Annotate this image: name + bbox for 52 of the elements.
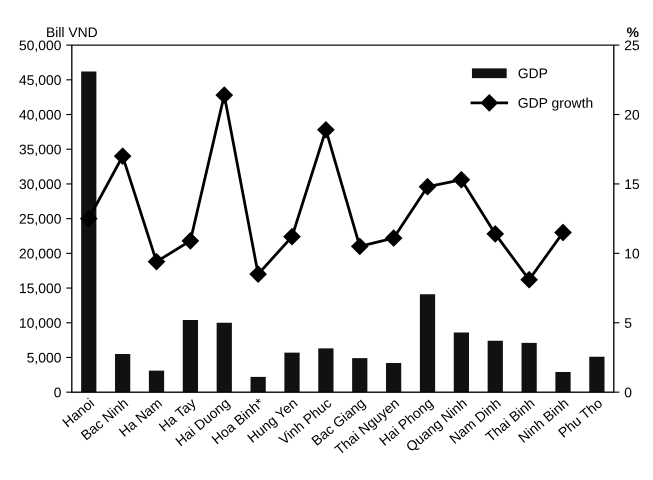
y-tick-label: 0 xyxy=(54,387,61,398)
y2-axis-title: % xyxy=(626,27,639,38)
bar xyxy=(182,320,198,392)
bar xyxy=(522,342,537,392)
y-tick-label: 25,000 xyxy=(20,214,61,226)
bar xyxy=(589,356,605,392)
y-tick-label: 40,000 xyxy=(19,110,61,122)
point xyxy=(216,86,233,104)
y-tick-label: 10,000 xyxy=(20,318,61,330)
legend-label: GDP xyxy=(518,68,548,78)
point xyxy=(418,178,436,196)
bar xyxy=(115,354,130,392)
bar xyxy=(250,376,266,392)
bar xyxy=(216,322,232,392)
bar xyxy=(488,340,503,392)
y-tick-label: 30,000 xyxy=(19,179,61,191)
y-tick-label: 45,000 xyxy=(19,75,61,87)
y-axis-title: Bill VND xyxy=(47,26,98,38)
legend-label: GDP growth xyxy=(518,98,592,111)
point xyxy=(520,271,538,288)
point xyxy=(250,266,267,283)
point xyxy=(452,171,470,188)
y-tick-label: 5,000 xyxy=(27,352,61,364)
y-tick-label: 20,000 xyxy=(20,248,61,260)
y2-tick-label: 25 xyxy=(624,40,640,50)
bar xyxy=(555,372,571,392)
y2-tick-label: 0 xyxy=(624,387,632,398)
bar xyxy=(352,358,368,392)
point xyxy=(80,210,98,228)
point xyxy=(351,238,368,255)
point xyxy=(148,253,166,270)
point xyxy=(114,148,132,165)
y-tick-label: 35,000 xyxy=(19,144,61,156)
bar xyxy=(318,348,334,392)
y2-tick-label: 15 xyxy=(625,179,640,190)
bar xyxy=(420,294,436,392)
bar xyxy=(454,332,470,392)
point xyxy=(385,230,402,247)
bar xyxy=(148,370,164,392)
point xyxy=(317,121,334,138)
y2-tick-label: 5 xyxy=(624,318,632,328)
y-tick-label: 50,000 xyxy=(19,40,61,52)
point xyxy=(182,232,199,250)
point xyxy=(554,224,572,242)
point xyxy=(486,225,504,242)
bar xyxy=(81,71,96,392)
y2-tick-label: 20 xyxy=(624,110,640,120)
point xyxy=(283,228,301,246)
bar xyxy=(386,363,402,392)
y-tick-label: 15,000 xyxy=(20,283,61,295)
bar xyxy=(284,352,300,392)
y2-tick-label: 10 xyxy=(625,248,640,259)
